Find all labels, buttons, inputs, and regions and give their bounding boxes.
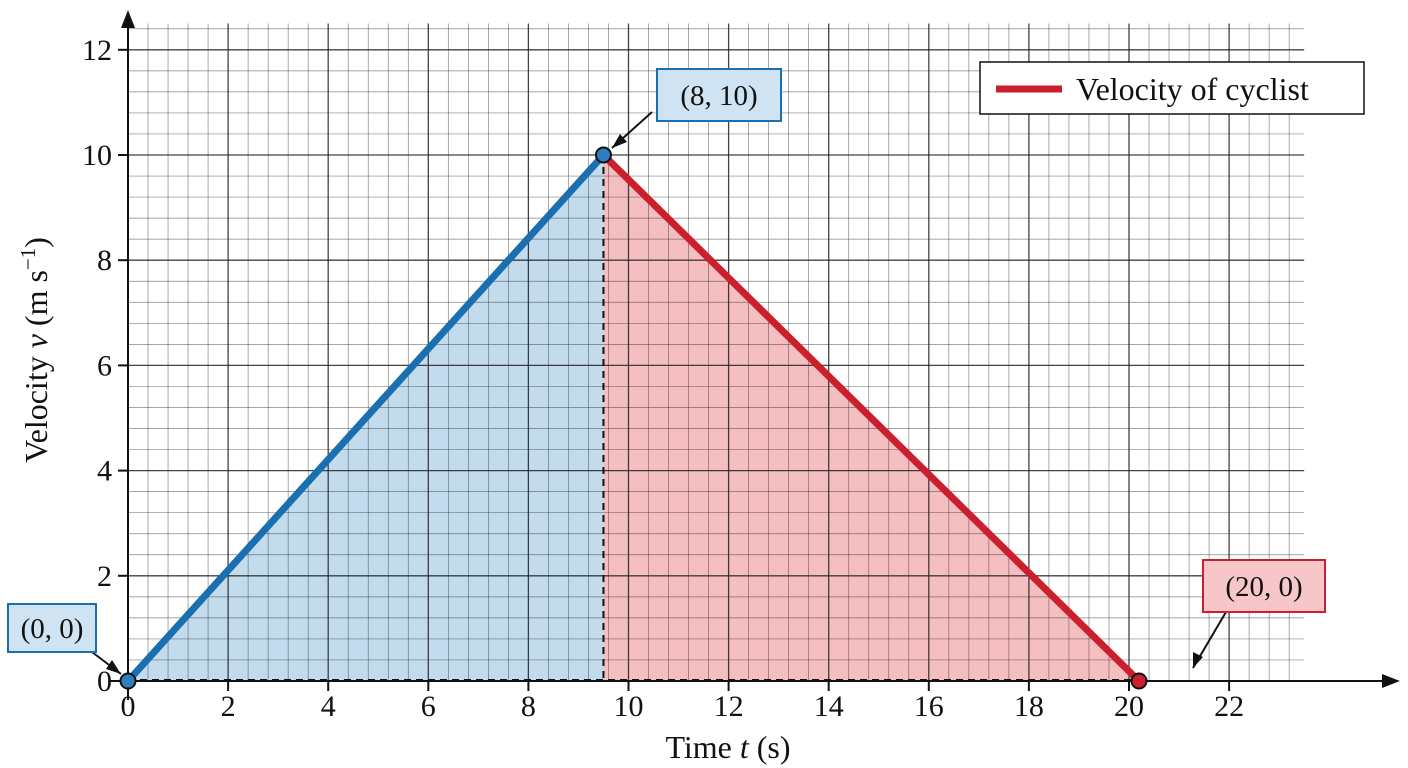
- legend-label: Velocity of cyclist: [1076, 71, 1309, 107]
- x-tick-label: 22: [1214, 690, 1244, 723]
- y-tick-label: 0: [97, 665, 112, 698]
- shaded-regions: [128, 155, 1140, 681]
- data-point: [1130, 672, 1148, 690]
- x-tick-label: 14: [814, 690, 844, 723]
- annotation-box: [7, 603, 97, 653]
- annotation-label: (0, 0): [21, 613, 84, 645]
- annotations: (0, 0) (8, 10) (20, 0): [7, 68, 1326, 675]
- axis-titles: Time t (s) Velocity v (m s−1): [16, 237, 791, 765]
- y-tick-label: 2: [97, 560, 112, 593]
- data-points: [119, 146, 1148, 690]
- grid: [128, 23, 1305, 681]
- y-tick-label: 12: [82, 34, 112, 67]
- x-tick-label: 0: [121, 690, 136, 723]
- x-tick-label: 2: [221, 690, 236, 723]
- x-tick-label: 4: [321, 690, 336, 723]
- x-tick-label: 18: [1014, 690, 1044, 723]
- y-tick-label: 6: [97, 349, 112, 382]
- y-tick-label: 8: [97, 244, 112, 277]
- annotation-arrow-head: [612, 134, 627, 148]
- annotation-box: [656, 68, 782, 122]
- tick-labels: 0 2 4 6 8 10 12 0 2 4 6 8 10 12 14 16 18 20 22: [82, 34, 1244, 723]
- x-tick-label: 16: [914, 690, 944, 723]
- series-segment-1: [124, 151, 607, 685]
- annotation-label: (8, 10): [680, 80, 757, 112]
- legend: Velocity of cyclist: [979, 61, 1365, 115]
- axes: [110, 10, 1400, 700]
- y-axis-arrow: [121, 10, 135, 28]
- series-lines: [124, 151, 1143, 685]
- series-segment-2: [599, 151, 1143, 685]
- y-tick-label: 4: [97, 455, 112, 488]
- x-tick-label: 12: [714, 690, 744, 723]
- x-tick-label: 20: [1114, 690, 1144, 723]
- annotation-arrow-head: [106, 660, 121, 674]
- x-tick-label: 6: [421, 690, 436, 723]
- x-axis-arrow: [1382, 674, 1400, 688]
- y-tick-label: 10: [82, 139, 112, 172]
- data-point: [594, 146, 612, 164]
- annotation-arrow-head: [1193, 652, 1203, 668]
- annotation-box: [1202, 559, 1326, 613]
- x-tick-label: 10: [614, 690, 644, 723]
- y-axis-title: Velocity v (m s−1): [16, 237, 54, 463]
- x-axis-title: Time t (s): [665, 729, 790, 765]
- annotation-label: (20, 0): [1225, 571, 1302, 603]
- x-tick-label: 8: [521, 690, 536, 723]
- data-point: [119, 672, 137, 690]
